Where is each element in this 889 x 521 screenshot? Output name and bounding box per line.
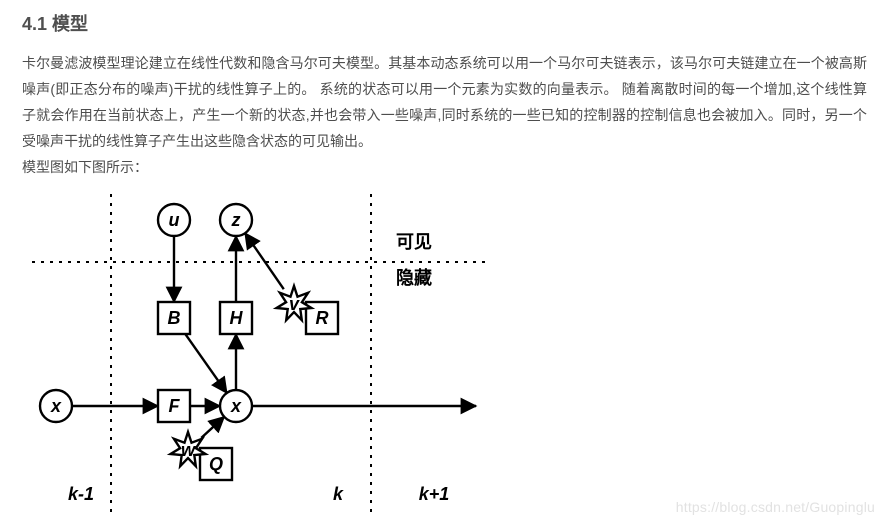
svg-text:z: z: [231, 210, 241, 230]
svg-text:隐藏: 隐藏: [396, 268, 432, 288]
body-paragraph: 卡尔曼滤波模型理论建立在线性代数和隐含马尔可夫模型。其基本动态系统可以用一个马尔…: [22, 50, 867, 154]
svg-text:k+1: k+1: [419, 484, 450, 504]
svg-text:v: v: [289, 294, 300, 314]
svg-text:x: x: [230, 396, 242, 416]
model-diagram: u z x x B H R F Qv w k-1 k k+1 可见隐藏: [22, 188, 867, 521]
svg-text:w: w: [181, 440, 196, 460]
figure-caption: 模型图如下图所示：: [22, 154, 867, 180]
svg-text:H: H: [230, 308, 244, 328]
svg-text:u: u: [169, 210, 180, 230]
section-heading: 4.1 模型: [22, 10, 867, 36]
svg-text:Q: Q: [209, 454, 223, 474]
svg-text:F: F: [169, 396, 181, 416]
svg-text:x: x: [50, 396, 62, 416]
svg-text:k-1: k-1: [68, 484, 94, 504]
svg-text:k: k: [333, 484, 344, 504]
svg-text:R: R: [316, 308, 329, 328]
svg-text:可见: 可见: [396, 232, 432, 252]
svg-text:B: B: [168, 308, 181, 328]
